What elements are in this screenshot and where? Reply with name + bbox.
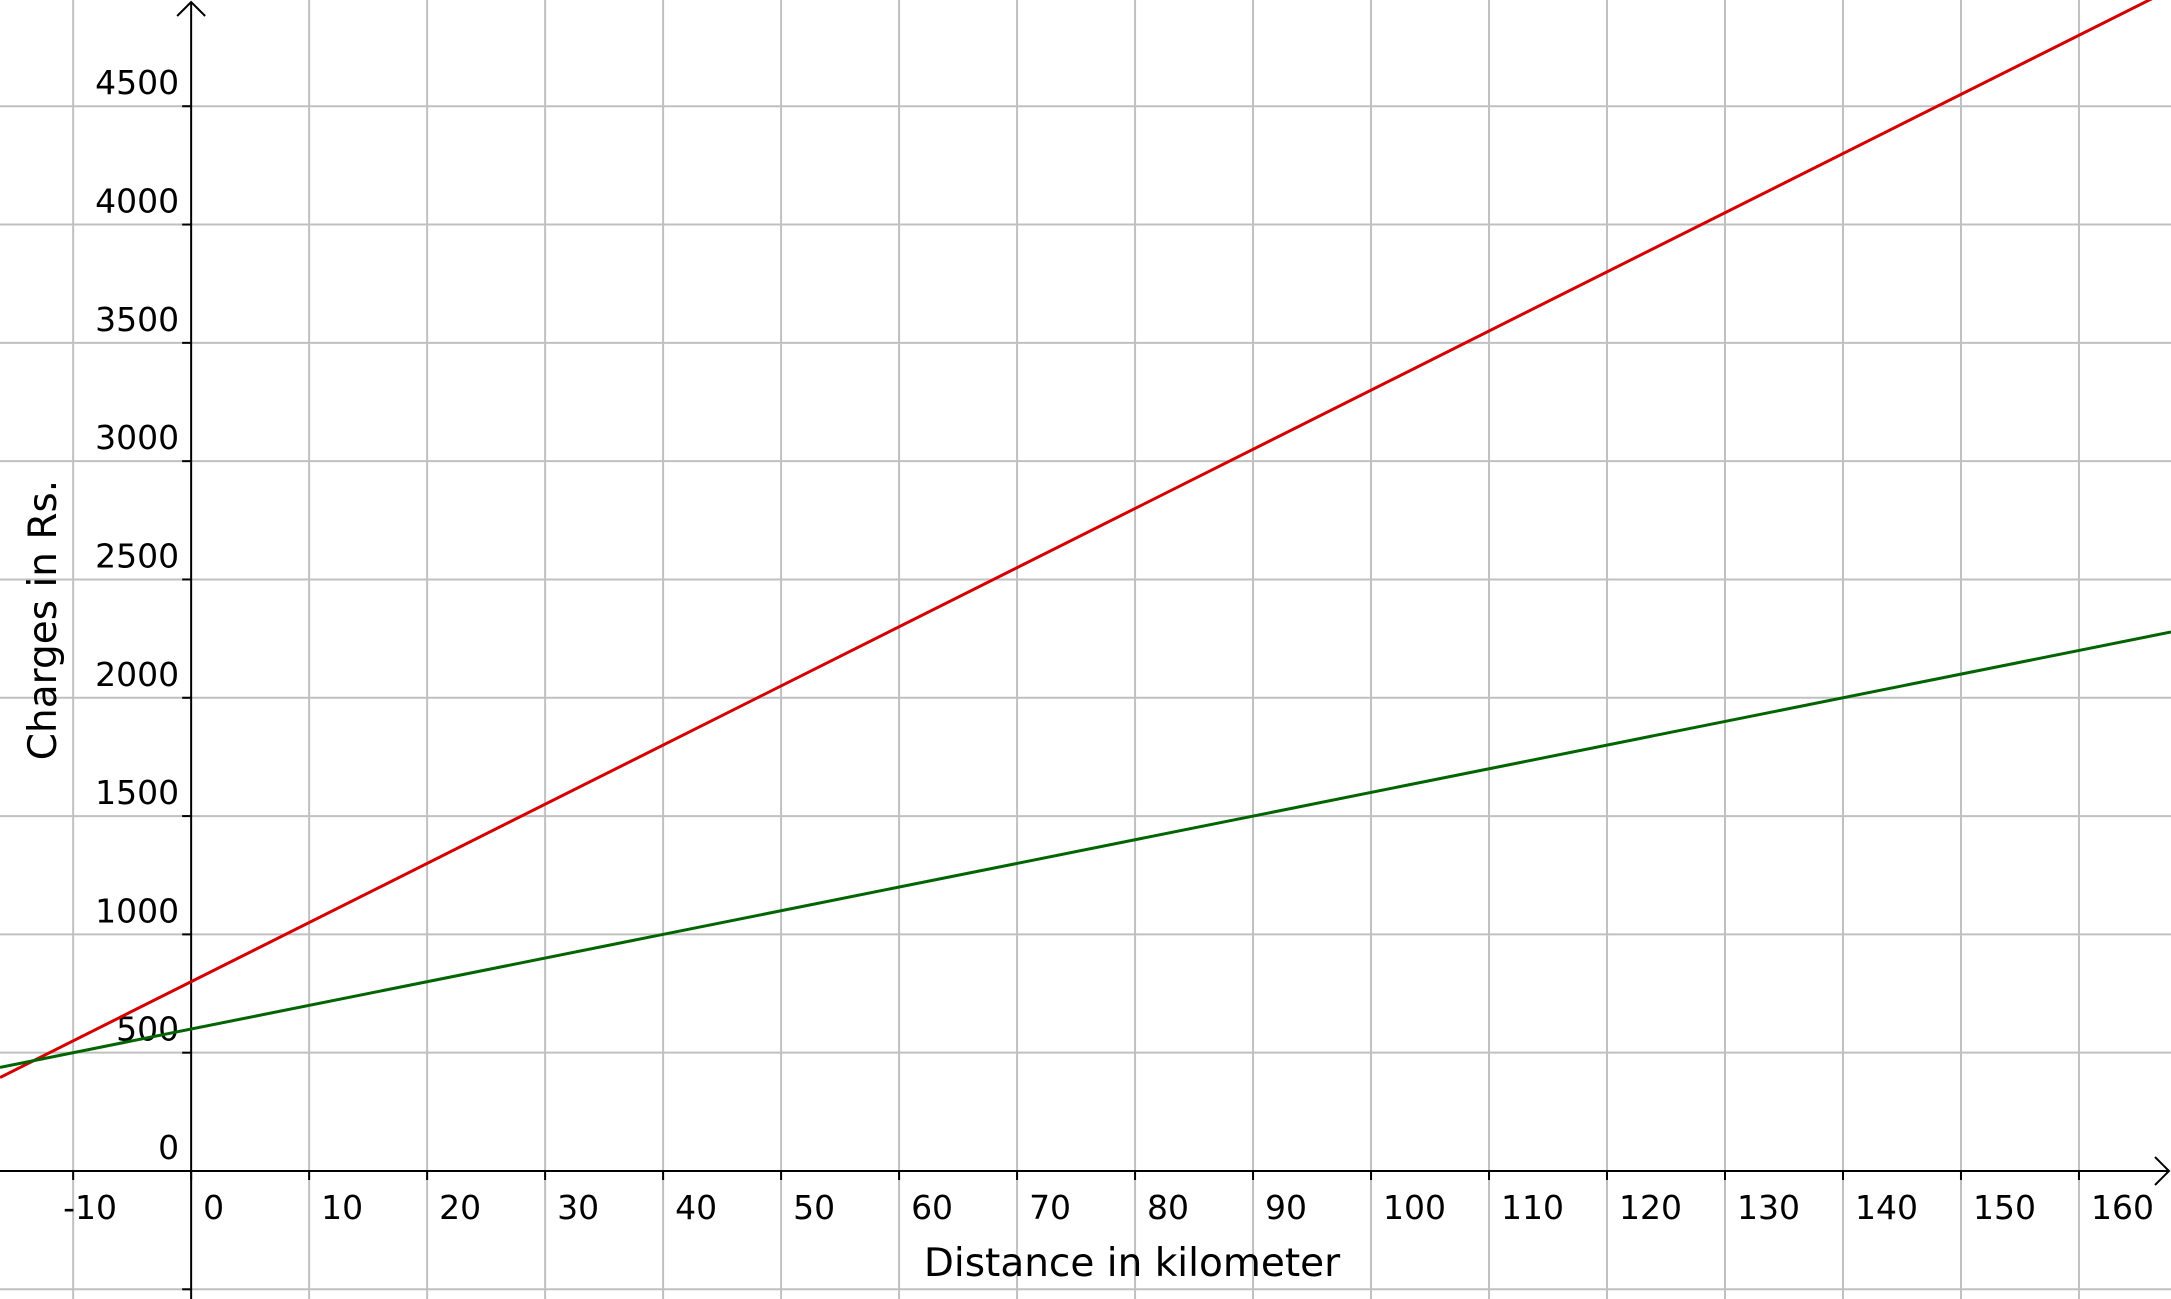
y-tick-label: 4500 xyxy=(95,63,179,102)
y-tick-label: 4000 xyxy=(95,182,179,221)
y-tick-label: 3500 xyxy=(95,300,179,339)
x-tick-label: 120 xyxy=(1619,1188,1682,1227)
x-tick-label: 70 xyxy=(1029,1188,1071,1227)
x-tick-label: 20 xyxy=(439,1188,481,1227)
x-tick-label: 30 xyxy=(557,1188,599,1227)
x-tick-label: -10 xyxy=(63,1188,117,1227)
x-tick-label: 90 xyxy=(1265,1188,1307,1227)
y-axis-label: Charges in Rs. xyxy=(21,480,66,760)
x-tick-label: 110 xyxy=(1501,1188,1564,1227)
x-tick-label: 150 xyxy=(1973,1188,2036,1227)
x-tick-label: 10 xyxy=(321,1188,363,1227)
x-axis-arrow xyxy=(2154,1156,2171,1186)
y-tick-label: 2500 xyxy=(95,536,179,575)
y-tick-label: 1000 xyxy=(95,891,179,930)
series-line-0 xyxy=(0,0,2153,1079)
y-tick-label: 1500 xyxy=(95,773,179,812)
x-tick-label: 100 xyxy=(1383,1188,1446,1227)
x-tick-label: 0 xyxy=(203,1188,224,1227)
x-tick-label: 130 xyxy=(1737,1188,1800,1227)
y-tick-label: 0 xyxy=(158,1128,179,1167)
tick-labels: -10 0 10 20 30 40 50 60 70 80 90 100 110 120 130 140 150… xyxy=(63,63,2154,1227)
x-tick-label: 60 xyxy=(911,1188,953,1227)
x-axis-label: Distance in kilometer xyxy=(924,1241,1341,1286)
y-axis-arrow xyxy=(176,0,206,17)
series-line-1 xyxy=(0,630,2171,1069)
x-tick-label: 40 xyxy=(675,1188,717,1227)
y-tick-label: 3000 xyxy=(95,418,179,457)
x-tick-label: 50 xyxy=(793,1188,835,1227)
x-tick-label: 140 xyxy=(1855,1188,1918,1227)
x-tick-label: 160 xyxy=(2091,1188,2154,1227)
series-lines xyxy=(0,0,2171,1079)
y-tick-label: 2000 xyxy=(95,655,179,694)
x-tick-label: 80 xyxy=(1147,1188,1189,1227)
